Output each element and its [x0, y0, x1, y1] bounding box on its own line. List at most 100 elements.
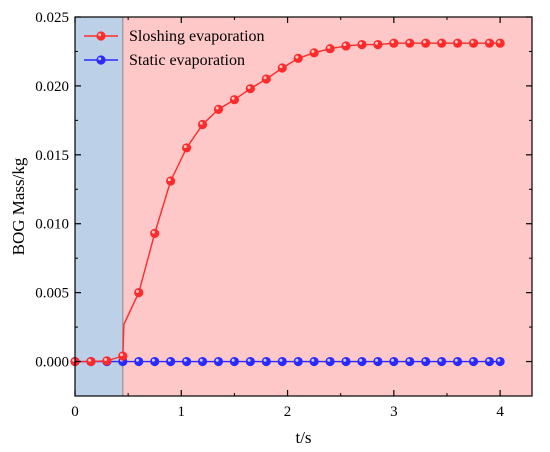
marker-highlight: [497, 358, 501, 362]
marker-fill: [102, 356, 112, 366]
marker-fill: [261, 356, 271, 367]
data-point: [118, 351, 128, 361]
data-point: [389, 356, 399, 367]
marker-highlight: [247, 85, 251, 89]
marker-highlight: [359, 358, 363, 362]
plot-frame: [74, 16, 533, 397]
marker-fill: [309, 48, 319, 58]
data-point: [357, 356, 367, 367]
data-point: [102, 356, 112, 366]
marker-highlight: [167, 178, 171, 182]
marker-highlight: [231, 96, 235, 100]
marker-fill: [341, 356, 351, 367]
marker-fill: [293, 53, 303, 63]
data-point: [468, 356, 479, 367]
y-axis-title: BOG Mass/kg: [9, 157, 28, 255]
marker-highlight: [98, 33, 102, 37]
data-point: [197, 119, 208, 130]
marker-fill: [134, 288, 144, 298]
marker-highlight: [391, 40, 395, 44]
marker-fill: [86, 356, 96, 367]
data-point: [277, 356, 287, 367]
marker-fill: [277, 356, 287, 367]
data-point: [437, 38, 447, 48]
data-point: [261, 74, 271, 84]
y-tick-label: 0.000: [35, 355, 69, 371]
data-point: [325, 356, 335, 367]
marker-highlight: [343, 358, 347, 362]
x-tick-label: 4: [496, 404, 504, 420]
data-point: [197, 356, 208, 367]
data-point: [389, 38, 399, 48]
marker-highlight: [311, 358, 315, 362]
marker-fill: [277, 63, 287, 73]
marker-highlight: [98, 57, 102, 61]
x-tick-label: 2: [284, 404, 292, 420]
data-point: [405, 356, 415, 367]
data-point: [181, 143, 192, 153]
data-point: [468, 38, 479, 48]
marker-highlight: [406, 40, 410, 44]
data-point: [134, 356, 144, 367]
data-point: [166, 176, 176, 186]
legend-marker: [96, 55, 106, 65]
data-point: [421, 356, 431, 367]
data-point: [309, 48, 319, 58]
marker-fill: [421, 38, 431, 48]
marker-fill: [357, 39, 367, 50]
marker-fill: [96, 55, 106, 65]
marker-highlight: [151, 358, 155, 362]
shaded-region-1: [122, 17, 532, 396]
marker-fill: [213, 104, 224, 114]
marker-fill: [495, 38, 505, 48]
marker-highlight: [391, 358, 395, 362]
data-point: [453, 356, 463, 367]
marker-fill: [421, 356, 431, 367]
marker-fill: [229, 356, 240, 367]
marker-fill: [405, 38, 415, 48]
marker-fill: [495, 356, 505, 367]
marker-fill: [150, 356, 160, 367]
x-tick-label: 0: [71, 404, 79, 420]
marker-fill: [453, 356, 463, 367]
data-point: [309, 356, 319, 367]
marker-highlight: [375, 41, 379, 45]
data-point: [229, 356, 240, 367]
series-0: [70, 38, 505, 367]
data-point: [437, 356, 447, 367]
data-point: [134, 288, 144, 298]
marker-fill: [389, 38, 399, 48]
marker-fill: [373, 356, 383, 367]
data-point: [213, 104, 224, 114]
data-point: [181, 356, 192, 367]
marker-fill: [245, 356, 255, 367]
marker-fill: [293, 356, 303, 367]
marker-highlight: [311, 50, 315, 54]
data-point: [495, 356, 505, 367]
marker-fill: [357, 356, 367, 367]
marker-highlight: [167, 358, 171, 362]
data-point: [453, 38, 463, 48]
marker-fill: [405, 356, 415, 367]
marker-highlight: [199, 121, 203, 125]
marker-fill: [166, 176, 176, 186]
marker-fill: [118, 351, 128, 361]
data-point: [484, 356, 495, 367]
marker-highlight: [454, 358, 458, 362]
marker-highlight: [327, 45, 331, 49]
marker-highlight: [199, 358, 203, 362]
marker-highlight: [88, 358, 92, 362]
marker-highlight: [486, 40, 490, 44]
marker-fill: [341, 41, 351, 51]
marker-highlight: [295, 55, 299, 59]
x-tick-label: 3: [390, 404, 398, 420]
data-point: [229, 95, 240, 105]
marker-fill: [325, 356, 335, 367]
data-point: [484, 38, 495, 48]
y-tick-label: 0.020: [35, 79, 69, 95]
marker-fill: [484, 38, 495, 48]
marker-fill: [261, 74, 271, 84]
legend: Sloshing evaporation Static evaporation: [84, 28, 265, 69]
marker-fill: [468, 356, 479, 367]
